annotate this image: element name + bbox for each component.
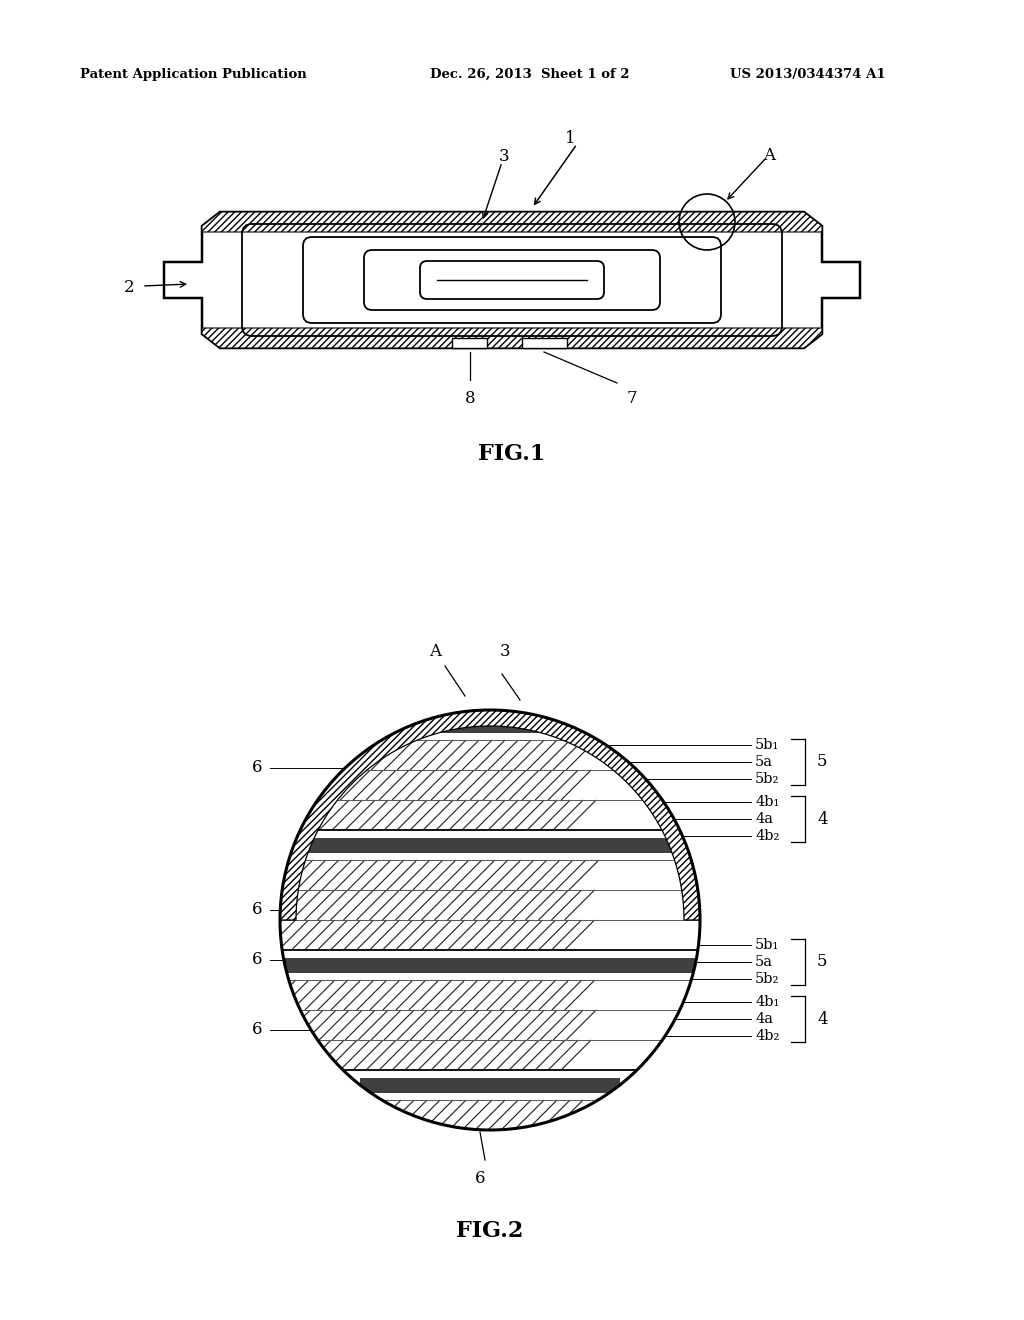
Text: 4a: 4a [755, 1012, 773, 1026]
Text: 4: 4 [817, 1011, 827, 1027]
Polygon shape [294, 837, 686, 853]
Text: 1: 1 [564, 129, 575, 147]
Text: A: A [429, 643, 441, 660]
Polygon shape [359, 741, 621, 770]
Circle shape [280, 710, 700, 1130]
Text: 5b₂: 5b₂ [755, 772, 779, 785]
Text: FIG.1: FIG.1 [478, 444, 546, 465]
Text: 6: 6 [252, 902, 262, 919]
Polygon shape [293, 979, 687, 1010]
Text: 4a: 4a [755, 812, 773, 826]
Polygon shape [280, 710, 700, 920]
Text: 5b₁: 5b₁ [755, 738, 779, 752]
Polygon shape [360, 1077, 620, 1093]
Text: A: A [763, 147, 775, 164]
Text: 5a: 5a [755, 954, 773, 969]
Polygon shape [202, 327, 822, 348]
Text: 5b₂: 5b₂ [755, 972, 779, 986]
Polygon shape [285, 950, 695, 957]
Text: 6: 6 [252, 759, 262, 776]
Text: 7: 7 [627, 389, 637, 407]
Polygon shape [360, 1093, 620, 1100]
Polygon shape [294, 853, 686, 861]
Polygon shape [411, 1100, 569, 1130]
Polygon shape [280, 920, 700, 950]
Polygon shape [164, 213, 860, 348]
Polygon shape [328, 770, 652, 800]
Text: 6: 6 [252, 952, 262, 969]
Text: US 2013/0344374 A1: US 2013/0344374 A1 [730, 69, 886, 81]
Text: 4b₂: 4b₂ [755, 1030, 779, 1043]
Polygon shape [328, 1040, 652, 1071]
Polygon shape [202, 213, 822, 232]
Text: 5b₁: 5b₁ [755, 939, 779, 952]
Text: 4b₁: 4b₁ [755, 795, 779, 809]
Text: Dec. 26, 2013  Sheet 1 of 2: Dec. 26, 2013 Sheet 1 of 2 [430, 69, 630, 81]
Text: 5a: 5a [755, 755, 773, 770]
Polygon shape [294, 830, 686, 837]
Text: 3: 3 [499, 148, 509, 165]
Text: 8: 8 [465, 389, 475, 407]
Polygon shape [412, 710, 568, 718]
Polygon shape [285, 973, 695, 979]
Text: 4b₁: 4b₁ [755, 995, 779, 1008]
Text: 3: 3 [500, 643, 511, 660]
Text: 6: 6 [252, 1022, 262, 1039]
Text: FIG.2: FIG.2 [457, 1220, 523, 1242]
Text: 4: 4 [817, 810, 827, 828]
Polygon shape [285, 957, 695, 973]
Polygon shape [360, 1071, 620, 1077]
Text: 4b₂: 4b₂ [755, 829, 779, 843]
Text: 5: 5 [817, 754, 827, 771]
Polygon shape [307, 1010, 673, 1040]
Polygon shape [452, 338, 487, 348]
Polygon shape [280, 890, 700, 920]
Polygon shape [412, 733, 568, 741]
Text: 2: 2 [123, 280, 134, 297]
Polygon shape [412, 718, 568, 733]
Text: Patent Application Publication: Patent Application Publication [80, 69, 307, 81]
Polygon shape [307, 800, 673, 830]
Circle shape [280, 710, 700, 1130]
Text: 5: 5 [817, 953, 827, 970]
Polygon shape [522, 338, 567, 348]
Polygon shape [284, 861, 696, 890]
Text: 6: 6 [475, 1170, 485, 1187]
